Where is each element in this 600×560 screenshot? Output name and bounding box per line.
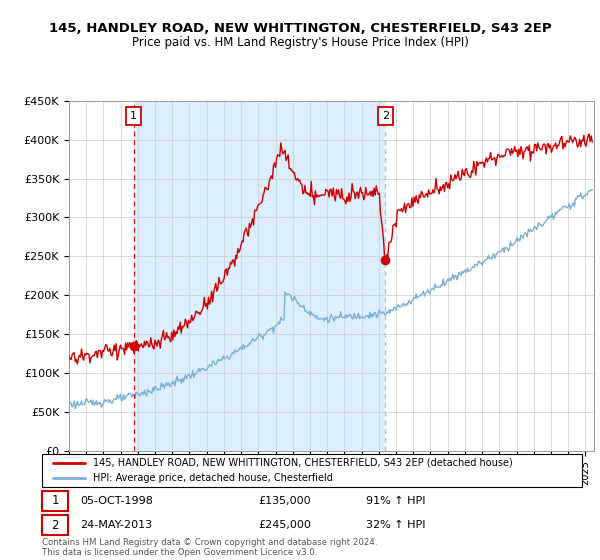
Text: 145, HANDLEY ROAD, NEW WHITTINGTON, CHESTERFIELD, S43 2EP (detached house): 145, HANDLEY ROAD, NEW WHITTINGTON, CHES… — [94, 458, 513, 468]
Text: HPI: Average price, detached house, Chesterfield: HPI: Average price, detached house, Ches… — [94, 473, 333, 483]
Text: 145, HANDLEY ROAD, NEW WHITTINGTON, CHESTERFIELD, S43 2EP: 145, HANDLEY ROAD, NEW WHITTINGTON, CHES… — [49, 22, 551, 35]
FancyBboxPatch shape — [42, 454, 582, 487]
Text: 2: 2 — [382, 111, 389, 122]
Text: 2: 2 — [51, 519, 59, 532]
Text: £245,000: £245,000 — [258, 520, 311, 530]
Text: £135,000: £135,000 — [258, 496, 311, 506]
Text: Price paid vs. HM Land Registry's House Price Index (HPI): Price paid vs. HM Land Registry's House … — [131, 36, 469, 49]
FancyBboxPatch shape — [42, 491, 68, 511]
Text: 05-OCT-1998: 05-OCT-1998 — [80, 496, 152, 506]
Text: 1: 1 — [130, 111, 137, 122]
Bar — [134, 101, 385, 451]
FancyBboxPatch shape — [42, 515, 68, 535]
Text: 24-MAY-2013: 24-MAY-2013 — [80, 520, 152, 530]
Text: 1: 1 — [51, 494, 59, 507]
Text: Contains HM Land Registry data © Crown copyright and database right 2024.
This d: Contains HM Land Registry data © Crown c… — [42, 538, 377, 557]
Text: 91% ↑ HPI: 91% ↑ HPI — [366, 496, 425, 506]
Text: 32% ↑ HPI: 32% ↑ HPI — [366, 520, 425, 530]
